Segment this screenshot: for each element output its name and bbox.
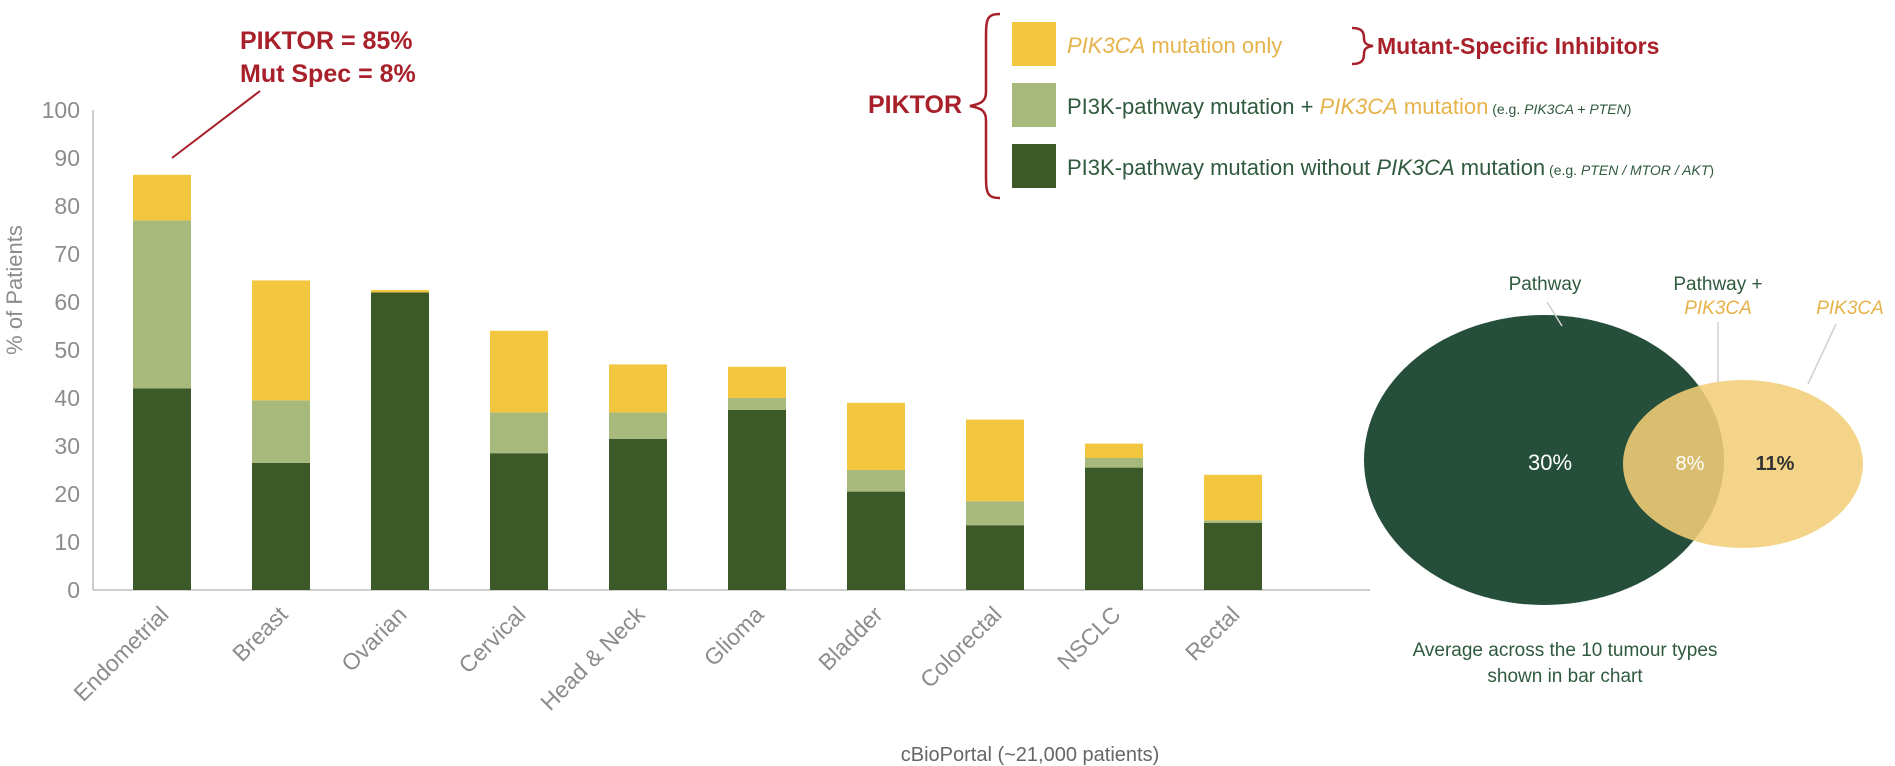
y-tick-label-100: 100 <box>42 97 80 123</box>
x-tick-labels: Endometrial Breast Ovarian Cervical Head & N… <box>68 601 1244 716</box>
bar-glioma-pathway-plus-pik3ca <box>728 398 786 410</box>
bar-colorectal-pathway-plus-pik3ca <box>966 501 1024 526</box>
bar-glioma-pathway-only <box>728 410 786 590</box>
bar-breast-pathway-only <box>252 462 310 590</box>
venn-pik3ca-circle <box>1623 380 1863 548</box>
bar-colorectal-pik3ca-only <box>966 419 1024 502</box>
x-tick-label-bladder: Bladder <box>813 601 888 676</box>
y-axis-label: % of Patients <box>2 225 27 355</box>
legend-item-pathway-only: PI3K-pathway mutation without PIK3CA mut… <box>1067 155 1714 180</box>
venn-label-both-1: Pathway + <box>1673 274 1762 295</box>
bar-ovarian-pik3ca-only <box>371 290 429 293</box>
bar-colorectal-pathway-only <box>966 525 1024 590</box>
y-tick-label-30: 30 <box>54 433 80 459</box>
bar-breast-pathway-plus-pik3ca <box>252 400 310 463</box>
x-tick-label-cervical: Cervical <box>453 601 530 678</box>
y-tick-label-50: 50 <box>54 337 80 363</box>
legend: PIKTOR PIK3CA mutation only Mutant-Speci… <box>868 12 1714 200</box>
bar-bladder-pik3ca-only <box>847 402 905 470</box>
venn-value-pik3ca: 11% <box>1756 453 1795 475</box>
x-tick-label-ovarian: Ovarian <box>336 601 411 676</box>
venn-label-pathway: Pathway <box>1509 274 1582 295</box>
annotation-mut-spec: Mut Spec = 8% <box>240 60 416 88</box>
venn-label-both-2: PIK3CA <box>1684 298 1752 319</box>
bar-ovarian-pathway-only <box>371 292 429 590</box>
legend-small-brace <box>1351 26 1374 66</box>
y-tick-label-10: 10 <box>54 529 80 555</box>
venn-caption-line2: shown in bar chart <box>1487 666 1643 687</box>
x-tick-label-nsclc: NSCLC <box>1052 601 1126 675</box>
legend-swatch-pathway-only <box>1012 144 1056 188</box>
bar-rectal-pathway-only <box>1204 522 1262 590</box>
y-tick-label-80: 80 <box>54 193 80 219</box>
venn-diagram: Pathway Pathway + PIK3CA PIK3CA 30% 8% 1… <box>1364 274 1884 687</box>
bar-endometrial-pik3ca-only <box>133 174 191 221</box>
legend-brace <box>969 12 1001 200</box>
legend-item-pik3ca-only: PIK3CA mutation only <box>1067 33 1282 58</box>
y-ticks: 0 10 20 30 40 50 60 70 80 90 100 <box>42 97 80 603</box>
bars <box>133 174 1262 590</box>
annotation-piktor: PIKTOR = 85% <box>240 27 413 55</box>
y-tick-label-90: 90 <box>54 145 80 171</box>
bar-nsclc-pik3ca-only <box>1085 443 1143 458</box>
legend-mutant-specific-label: Mutant-Specific Inhibitors <box>1377 33 1659 59</box>
bar-nsclc-pathway-plus-pik3ca <box>1085 458 1143 468</box>
bar-breast-pik3ca-only <box>252 280 310 401</box>
bar-head-neck-pathway-plus-pik3ca <box>609 412 667 439</box>
y-tick-label-60: 60 <box>54 289 80 315</box>
bar-rectal-pathway-plus-pik3ca <box>1204 520 1262 523</box>
bar-cervical-pathway-only <box>490 453 548 590</box>
bar-endometrial-pathway-only <box>133 388 191 590</box>
legend-swatch-pik3ca-only <box>1012 22 1056 66</box>
bar-nsclc-pathway-only <box>1085 467 1143 590</box>
x-tick-label-breast: Breast <box>227 601 293 667</box>
bar-cervical-pathway-plus-pik3ca <box>490 412 548 454</box>
legend-item-pathway-plus-pik3ca: PI3K-pathway mutation + PIK3CA mutation … <box>1067 94 1631 119</box>
bar-glioma-pik3ca-only <box>728 366 786 398</box>
y-tick-label-70: 70 <box>54 241 80 267</box>
venn-value-pathway: 30% <box>1528 450 1572 475</box>
venn-pathway-leader <box>1546 301 1563 327</box>
legend-group-label: PIKTOR <box>868 91 962 119</box>
legend-swatch-pathway-plus-pik3ca <box>1012 83 1056 127</box>
bar-bladder-pathway-plus-pik3ca <box>847 470 905 492</box>
x-tick-label-head-neck: Head & Neck <box>535 601 650 716</box>
x-tick-label-glioma: Glioma <box>699 601 769 671</box>
venn-value-both: 8% <box>1676 453 1705 475</box>
venn-caption-line1: Average across the 10 tumour types <box>1413 640 1718 661</box>
bar-head-neck-pik3ca-only <box>609 364 667 413</box>
bar-head-neck-pathway-only <box>609 438 667 590</box>
venn-pik3ca-leader <box>1807 323 1837 385</box>
y-tick-label-20: 20 <box>54 481 80 507</box>
bar-cervical-pik3ca-only <box>490 330 548 413</box>
bar-rectal-pik3ca-only <box>1204 474 1262 521</box>
annotation-leader-line <box>171 90 261 159</box>
x-tick-label-endometrial: Endometrial <box>68 601 173 706</box>
bar-bladder-pathway-only <box>847 491 905 590</box>
venn-label-pik3ca: PIK3CA <box>1816 298 1884 319</box>
bar-endometrial-pathway-plus-pik3ca <box>133 220 191 389</box>
x-tick-label-colorectal: Colorectal <box>915 601 1007 693</box>
y-tick-label-40: 40 <box>54 385 80 411</box>
venn-pathway-circle <box>1364 315 1724 605</box>
y-tick-label-0: 0 <box>67 577 80 603</box>
x-tick-label-rectal: Rectal <box>1180 601 1244 665</box>
source-note: cBioPortal (~21,000 patients) <box>901 744 1160 766</box>
